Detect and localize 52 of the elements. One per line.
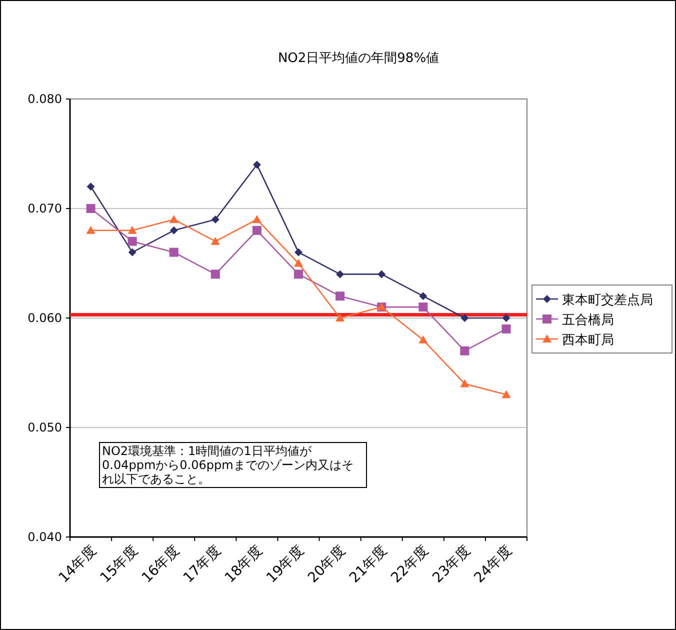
point	[86, 226, 96, 234]
point	[460, 314, 469, 322]
point	[252, 214, 262, 223]
point	[294, 270, 303, 279]
point	[294, 258, 303, 267]
point	[336, 270, 344, 278]
chart-title: NO2日平均値の年間98%値	[278, 51, 440, 66]
y-tick-label: 0.060	[28, 311, 62, 325]
legend-label: 東本町交差点局	[562, 292, 653, 308]
point	[170, 226, 178, 234]
point	[460, 346, 470, 356]
x-tick-label: 24年度	[471, 542, 516, 586]
x-tick-label: 22年度	[388, 542, 432, 586]
x-tick-label: 23年度	[430, 542, 474, 586]
x-tick-label: 14年度	[56, 542, 100, 586]
x-tick-label: 20年度	[305, 542, 349, 586]
x-tick-label: 16年度	[138, 542, 183, 586]
point	[419, 292, 428, 300]
point	[210, 270, 220, 279]
x-tick-label: 18年度	[222, 542, 266, 586]
point	[128, 248, 136, 256]
point	[502, 314, 510, 322]
x-tick-label: 19年度	[264, 542, 308, 586]
point	[418, 302, 428, 312]
y-tick-label: 0.080	[28, 92, 62, 106]
point	[460, 379, 470, 388]
point	[211, 215, 220, 224]
y-tick-label: 0.050	[28, 420, 62, 434]
point	[210, 236, 220, 245]
point	[86, 204, 96, 213]
x-tick-label: 15年度	[97, 542, 142, 586]
point	[169, 214, 178, 223]
x-tick-label: 21年度	[346, 542, 390, 586]
point	[418, 335, 428, 344]
y-tick-label: 0.070	[28, 202, 62, 216]
annotation: NO2環境基準：1時間値の1日平均値が0.04ppmから0.06ppmまでのゾーン内又はそれ以下であること。	[99, 442, 367, 488]
point	[252, 226, 262, 235]
point	[336, 292, 345, 301]
point	[502, 324, 511, 334]
point	[378, 270, 386, 278]
point	[169, 248, 178, 257]
legend-label: 五合橋局	[562, 313, 614, 328]
point	[86, 182, 95, 191]
y-tick-label: 0.040	[28, 530, 62, 544]
point	[128, 226, 137, 234]
point	[294, 248, 302, 256]
point	[502, 390, 511, 398]
point	[128, 236, 137, 246]
legend-label: 西本町局	[562, 333, 614, 348]
point	[336, 314, 345, 322]
x-tick-label: 17年度	[180, 542, 224, 586]
point	[252, 160, 261, 169]
